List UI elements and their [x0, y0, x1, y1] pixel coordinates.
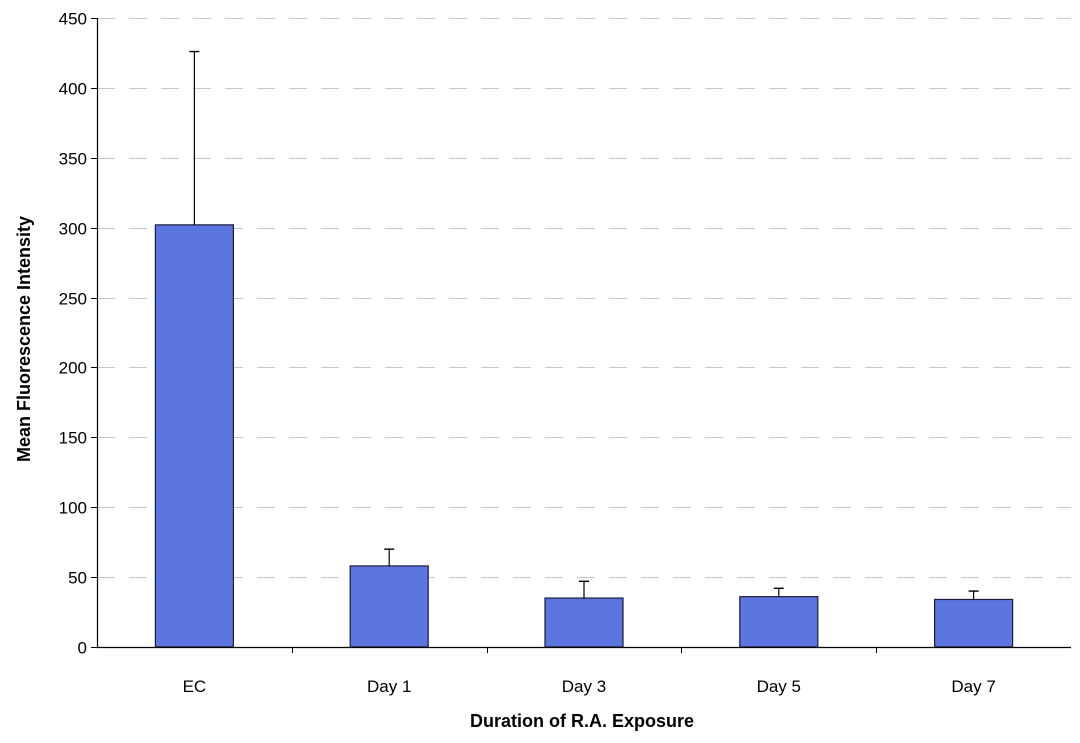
- y-tick-labels: 0 50 100 150 200 250 300 350 400 450: [59, 10, 87, 658]
- bar-day-5: [739, 596, 819, 648]
- x-tick-label: Day 1: [367, 677, 411, 696]
- y-tick-label: 300: [59, 220, 87, 239]
- bar-day-3: [544, 597, 624, 648]
- bar-day-7: [933, 598, 1014, 648]
- y-tick-label: 100: [59, 499, 87, 518]
- error-bars: [189, 50, 979, 600]
- x-tick-labels: EC Day 1 Day 3 Day 5 Day 7: [183, 677, 996, 696]
- bars: [154, 224, 1014, 648]
- x-tick-label: Day 3: [562, 677, 606, 696]
- y-tick-label: 350: [59, 150, 87, 169]
- gridlines: [97, 18, 1071, 578]
- y-tick-label: 150: [59, 429, 87, 448]
- bar-day-1: [349, 565, 429, 648]
- y-tick-label: 450: [59, 10, 87, 29]
- y-tick-label: 200: [59, 359, 87, 378]
- x-tick-label: Day 5: [757, 677, 801, 696]
- y-tick-label: 0: [78, 639, 87, 658]
- bar-ec: [154, 224, 234, 648]
- x-tick-label: EC: [183, 677, 207, 696]
- axes: [91, 18, 1071, 653]
- y-tick-label: 50: [68, 569, 87, 588]
- y-tick-label: 400: [59, 80, 87, 99]
- x-tick-label: Day 7: [951, 677, 995, 696]
- y-axis-title: Mean Fluorescence Intensity: [14, 216, 34, 462]
- y-tick-label: 250: [59, 290, 87, 309]
- x-axis-title: Duration of R.A. Exposure: [470, 711, 694, 731]
